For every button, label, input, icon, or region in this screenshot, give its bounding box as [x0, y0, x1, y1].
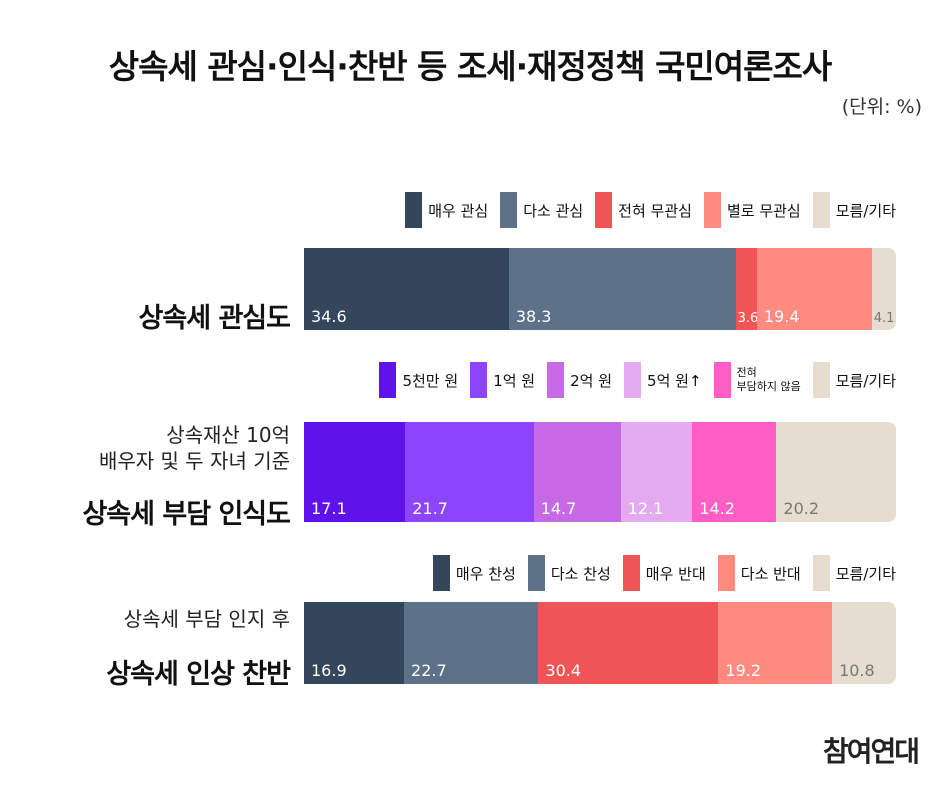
data-label: 17.1 — [311, 499, 347, 518]
legend-label: 모름/기타 — [835, 201, 896, 220]
legend-item: 모름/기타 — [812, 362, 896, 398]
chart-title: 상속세 관심·인식·찬반 등 조세·재정정책 국민여론조사 — [108, 47, 832, 86]
legend-label: 5천만 원 — [402, 371, 459, 390]
legend-label: 전혀 부담하지 않음 — [736, 366, 801, 393]
legend-swatch — [500, 192, 518, 228]
row-label: 상속세 관심도 — [138, 303, 291, 334]
unit-label: (단위: %) — [841, 96, 922, 118]
bar-segment: 21.7 — [405, 422, 535, 522]
bar-segment: 12.1 — [620, 422, 693, 522]
data-label: 19.4 — [763, 307, 800, 326]
stacked-bar: 16.9 22.7 30.4 19.2 10.8 — [304, 602, 896, 684]
legend-item: 전혀 부담하지 않음 — [713, 362, 801, 398]
legend-item: 5천만 원 — [379, 362, 458, 398]
bar-segment: 3.6 — [735, 248, 759, 330]
row-subtitle: 상속재산 10억 배우자 및 두 자녀 기준 — [98, 423, 290, 473]
data-label: 4.1 — [873, 311, 895, 326]
legend-label: 2억 원 — [570, 371, 613, 390]
data-label: 14.2 — [699, 499, 735, 518]
data-label: 21.7 — [412, 499, 448, 518]
legend-label: 매우 관심 — [428, 201, 489, 220]
stacked-bar: 17.1 21.7 14.7 12.1 14.2 20.2 — [304, 422, 896, 522]
legend-item: 별로 무관심 — [703, 192, 801, 228]
legend-swatch — [470, 362, 488, 398]
bar-segment: 4.1 — [871, 248, 896, 330]
legend-swatch — [703, 192, 721, 228]
legend-swatch — [595, 192, 613, 228]
bar-segment: 19.4 — [756, 248, 873, 330]
data-label: 38.3 — [515, 307, 552, 326]
legend-label: 전혀 무관심 — [618, 201, 692, 220]
legend-swatch — [379, 362, 397, 398]
legend-label: 다소 찬성 — [550, 564, 611, 583]
bar-segment: 10.8 — [832, 602, 896, 684]
legend-item: 매우 반대 — [622, 555, 706, 591]
data-label: 34.6 — [311, 307, 347, 326]
legend-item: 5억 원↑ — [624, 362, 702, 398]
legend-item: 매우 관심 — [405, 192, 488, 228]
bar-segment: 19.2 — [718, 602, 833, 684]
stacked-bar: 34.6 38.3 3.6 19.4 4.1 — [304, 248, 896, 330]
logo: 참여연대 — [822, 735, 920, 768]
legend-item: 모름/기타 — [812, 192, 896, 228]
legend-label: 다소 반대 — [740, 564, 801, 583]
legend-swatch — [717, 555, 735, 591]
row-subtitle: 상속세 부담 인지 후 — [123, 607, 290, 631]
legend: 매우 찬성 다소 찬성 매우 반대 다소 반대 모름/기타 — [421, 553, 896, 593]
legend-swatch — [812, 362, 830, 398]
legend-item: 다소 반대 — [717, 555, 801, 591]
bar-segment: 34.6 — [304, 248, 510, 330]
bar-segment: 20.2 — [776, 422, 896, 522]
data-label: 10.8 — [839, 661, 875, 680]
bar-segment: 38.3 — [508, 248, 737, 330]
legend-label: 5억 원↑ — [647, 371, 702, 390]
data-label: 16.9 — [311, 661, 347, 680]
legend-swatch — [713, 362, 731, 398]
legend-swatch — [812, 555, 830, 591]
data-label: 3.6 — [737, 311, 759, 326]
legend-swatch — [527, 555, 545, 591]
legend-item: 다소 찬성 — [527, 555, 611, 591]
legend-label: 모름/기타 — [835, 564, 896, 583]
data-label: 19.2 — [725, 661, 762, 680]
legend-item: 다소 관심 — [500, 192, 583, 228]
legend-label: 모름/기타 — [835, 371, 896, 390]
legend-swatch — [812, 192, 830, 228]
row-label: 상속세 인상 찬반 — [106, 659, 291, 690]
legend-item: 매우 찬성 — [432, 555, 516, 591]
bar-segment: 14.7 — [533, 422, 622, 522]
legend-swatch — [624, 362, 642, 398]
data-label: 22.7 — [411, 661, 447, 680]
bar-segment: 17.1 — [304, 422, 406, 522]
legend-label: 별로 무관심 — [726, 201, 801, 220]
bar-segment: 30.4 — [538, 602, 719, 684]
legend-swatch — [405, 192, 423, 228]
legend-label: 1억 원 — [493, 371, 536, 390]
bar-segment: 16.9 — [304, 602, 405, 684]
legend-item: 1억 원 — [470, 362, 535, 398]
data-label: 20.2 — [783, 499, 820, 518]
legend-label: 매우 찬성 — [455, 564, 516, 583]
row-label: 상속세 부담 인식도 — [82, 499, 291, 530]
data-label: 14.7 — [540, 499, 577, 518]
legend: 5천만 원 1억 원 2억 원 5억 원↑ 전혀 부담하지 않음 모름/기타 — [367, 360, 896, 400]
legend-item: 모름/기타 — [812, 555, 896, 591]
legend-item: 2억 원 — [547, 362, 612, 398]
legend-label: 매우 반대 — [645, 564, 706, 583]
bar-segment: 22.7 — [404, 602, 539, 684]
bar-segment: 14.2 — [692, 422, 777, 522]
legend-swatch — [622, 555, 640, 591]
data-label: 12.1 — [627, 499, 664, 518]
data-label: 30.4 — [545, 661, 582, 680]
legend: 매우 관심 다소 관심 전혀 무관심 별로 무관심 모름/기타 — [393, 190, 896, 230]
legend-label: 다소 관심 — [523, 201, 584, 220]
legend-swatch — [432, 555, 450, 591]
legend-swatch — [547, 362, 565, 398]
legend-item: 전혀 무관심 — [595, 192, 692, 228]
